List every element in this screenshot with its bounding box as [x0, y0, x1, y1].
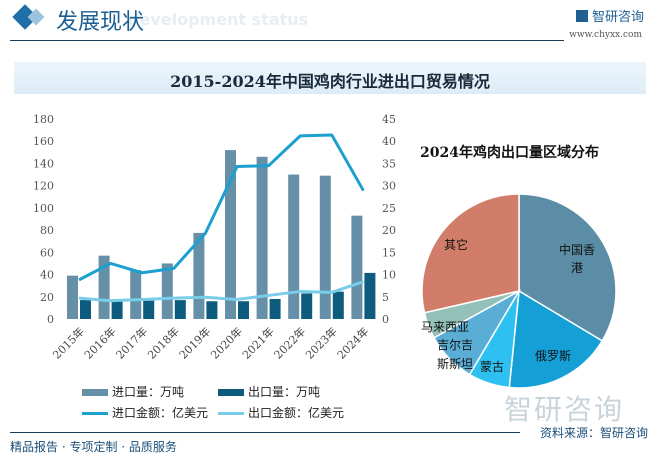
import-volume-bar — [130, 270, 142, 319]
left-axis-tick: 180 — [33, 113, 54, 126]
left-axis-tick: 20 — [40, 291, 54, 304]
export-volume-bar — [143, 300, 155, 319]
legend-label: 出口金额：亿美元 — [248, 406, 345, 420]
footer-divider — [10, 432, 520, 433]
left-axis-tick: 100 — [33, 202, 54, 215]
section-title: 发展现状 — [56, 10, 145, 35]
brand-logo: 智研咨询 — [575, 6, 644, 25]
x-axis-tick: 2024年 — [334, 324, 371, 361]
legend-label: 出口量：万吨 — [248, 385, 321, 399]
x-axis-tick: 2015年 — [50, 324, 87, 361]
pie-label-kyrgyzstan: 吉尔吉斯斯坦 — [437, 338, 474, 371]
left-axis-tick: 60 — [40, 246, 54, 259]
pie-slice — [421, 193, 520, 314]
import-volume-bar — [193, 232, 205, 319]
x-axis-tick: 2021年 — [239, 324, 276, 361]
x-axis-tick: 2023年 — [302, 324, 339, 361]
pie-label-others: 其它 — [444, 238, 469, 252]
x-axis-tick: 2022年 — [271, 324, 308, 361]
x-axis-tick: 2016年 — [81, 324, 118, 361]
footer-source: 资料来源：智研咨询 — [539, 426, 648, 440]
legend-label: 进口金额：亿美元 — [112, 406, 209, 420]
right-axis-tick: 30 — [382, 180, 396, 193]
x-axis-tick: 2017年 — [113, 324, 150, 361]
legend-import-value: 进口金额：亿美元 — [82, 404, 208, 421]
right-axis-tick: 25 — [382, 202, 396, 215]
pie-label-hong-kong: 中国香港 — [558, 243, 595, 275]
pie-slice — [508, 289, 604, 389]
export-volume-bar — [111, 301, 123, 319]
import-volume-bar — [161, 263, 173, 319]
watermark-logo: 智研咨询 — [504, 393, 625, 426]
right-axis-tick: 15 — [382, 246, 396, 259]
right-axis-tick: 20 — [382, 224, 396, 237]
right-axis-tick: 45 — [382, 113, 396, 126]
left-axis-tick: 140 — [33, 157, 54, 170]
footer-tagline: 精品报告 · 专项定制 · 品质服务 — [10, 440, 177, 454]
right-axis-tick: 5 — [382, 291, 389, 304]
import-volume-bar — [225, 150, 236, 319]
x-axis-tick: 2020年 — [208, 324, 245, 361]
export-volume-bar — [80, 300, 91, 319]
chart-title: 2015-2024年中国鸡肉行业进出口贸易情况 — [170, 72, 490, 91]
legend-label: 进口量：万吨 — [112, 385, 185, 399]
import-volume-bar — [256, 156, 268, 319]
brand-url: www.chyxx.com — [569, 30, 642, 40]
import-volume-bar — [98, 255, 110, 319]
pie-label-malaysia: 马来西亚 — [421, 320, 470, 334]
export-volume-bar — [238, 301, 249, 319]
legend-swatch — [82, 389, 108, 396]
brand-icon — [575, 10, 588, 22]
pie-title: 2024年鸡肉出口量区域分布 — [420, 144, 599, 161]
import-value-line — [78, 133, 365, 282]
chart-title-banner: 2015-2024年中国鸡肉行业进出口贸易情况 — [14, 62, 646, 94]
export-volume-bar — [206, 301, 218, 319]
left-axis-tick: 40 — [40, 269, 54, 282]
left-axis-tick: 0 — [47, 313, 54, 326]
legend-import-volume: 进口量：万吨 — [82, 383, 184, 400]
left-axis-tick: 80 — [40, 224, 54, 237]
pie-label-mongolia: 蒙古 — [480, 360, 505, 374]
left-axis-tick: 120 — [33, 180, 54, 193]
right-axis-tick: 35 — [382, 157, 396, 170]
x-axis-tick: 2018年 — [144, 324, 181, 361]
pie-label-russia: 俄罗斯 — [535, 349, 572, 363]
export-volume-bar — [364, 272, 376, 319]
legend-export-volume: 出口量：万吨 — [218, 383, 320, 400]
import-volume-bar — [67, 275, 78, 319]
brand-name: 智研咨询 — [591, 10, 644, 25]
export-value-line — [78, 280, 364, 303]
legend-swatch — [218, 412, 244, 415]
x-axis-tick: 2019年 — [176, 324, 213, 361]
import-volume-bar — [319, 175, 331, 319]
export-volume-bar — [269, 299, 281, 319]
right-axis-tick: 0 — [382, 313, 389, 326]
right-axis-tick: 40 — [382, 135, 396, 148]
legend-swatch — [218, 389, 244, 396]
export-volume-bar — [301, 293, 313, 319]
import-volume-bar — [288, 174, 300, 319]
import-volume-bar — [351, 215, 363, 319]
legend-swatch — [82, 412, 108, 415]
right-axis-tick: 10 — [382, 269, 396, 282]
left-axis-tick: 160 — [33, 135, 54, 148]
pie-slice — [518, 193, 617, 342]
export-volume-bar — [174, 300, 186, 319]
header-divider — [10, 40, 564, 41]
header-subtitle-watermark: development status — [128, 10, 309, 29]
export-volume-bar — [332, 291, 344, 319]
legend-export-value: 出口金额：亿美元 — [218, 404, 344, 421]
